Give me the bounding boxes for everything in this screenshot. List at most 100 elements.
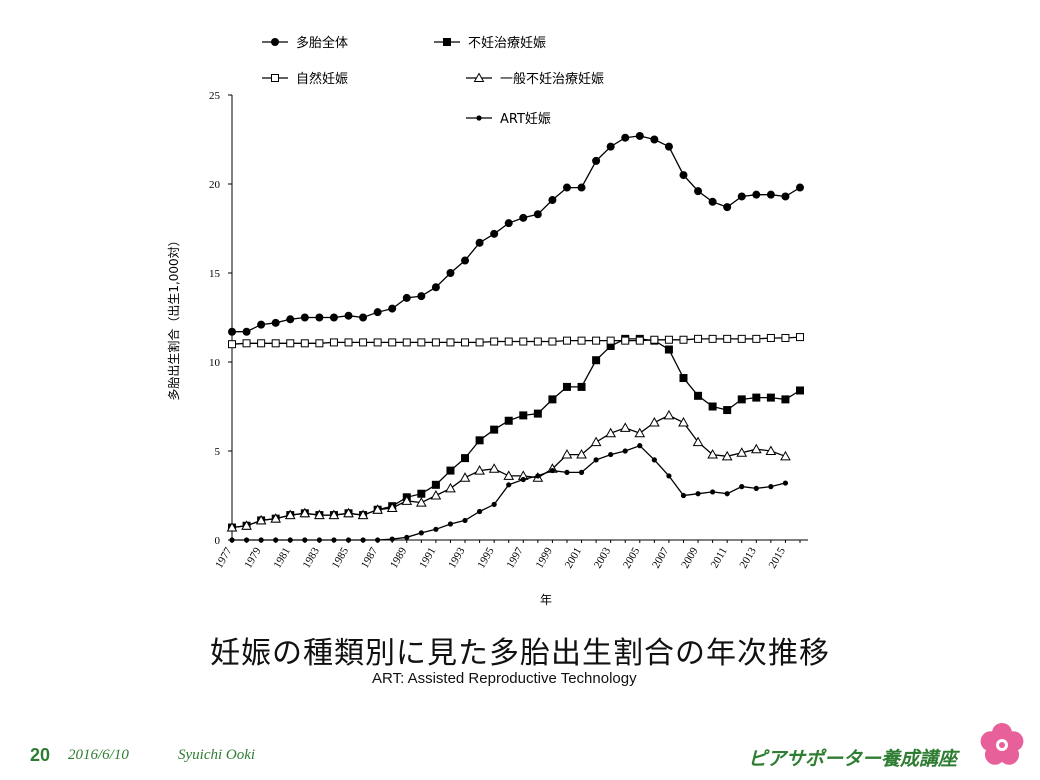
series-line: [232, 444, 786, 541]
data-point: [417, 489, 426, 498]
data-point: [752, 334, 761, 343]
data-point: [314, 509, 325, 520]
series-line: [232, 135, 801, 333]
legend-label: 一般不妊治療妊娠: [500, 71, 604, 87]
data-point: [402, 338, 411, 347]
data-point: [635, 131, 644, 140]
data-point: [695, 491, 701, 497]
data-point: [228, 340, 236, 349]
data-point: [372, 504, 383, 514]
data-point: [650, 135, 659, 144]
data-point: [737, 192, 746, 201]
data-point: [270, 513, 282, 523]
data-point: [651, 457, 657, 463]
data-point: [679, 171, 688, 180]
legend-label: ART妊娠: [500, 112, 551, 127]
data-point: [650, 335, 659, 344]
data-point: [750, 443, 762, 454]
data-point: [475, 436, 484, 445]
data-point: [752, 393, 761, 402]
data-point: [329, 313, 338, 322]
data-point: [386, 502, 398, 512]
data-point: [710, 489, 716, 495]
data-point: [302, 537, 308, 543]
x-tick-label: 2009: [679, 545, 701, 570]
x-tick-label: 1985: [330, 545, 352, 570]
x-tick-label: 2011: [709, 546, 730, 571]
data-point: [781, 192, 790, 201]
x-tick-label: 1993: [446, 545, 468, 570]
data-point: [578, 469, 585, 475]
data-point: [548, 395, 557, 404]
data-point: [608, 451, 614, 458]
data-point: [694, 334, 703, 343]
series-line: [231, 336, 801, 345]
data-point: [315, 339, 324, 348]
data-point: [766, 393, 775, 402]
x-axis-label: 年: [540, 593, 552, 607]
y-tick-label: 20: [209, 179, 221, 191]
data-point: [737, 334, 746, 343]
x-tick-label: 1989: [388, 545, 410, 570]
data-point: [329, 338, 338, 347]
data-point: [680, 492, 687, 499]
data-point: [328, 509, 340, 520]
data-point: [519, 411, 528, 420]
data-point: [780, 450, 791, 461]
data-point: [637, 443, 643, 449]
data-point: [404, 534, 410, 540]
data-point: [490, 425, 499, 434]
data-point: [721, 450, 733, 461]
data-point: [242, 339, 251, 348]
data-point: [679, 374, 688, 383]
data-point: [766, 190, 775, 199]
data-point: [768, 484, 774, 490]
footer-title: ピアサポーター養成講座: [748, 748, 958, 770]
data-point: [707, 449, 718, 459]
data-point: [271, 339, 280, 348]
data-point: [590, 436, 602, 447]
series-1: [228, 131, 804, 336]
data-point: [634, 427, 646, 438]
data-point: [475, 238, 484, 247]
data-point: [622, 448, 628, 454]
data-point: [315, 313, 324, 322]
data-point: [519, 213, 528, 222]
data-point: [475, 338, 484, 347]
y-axis-label: 多胎出生割合（出生1,000対）: [166, 234, 181, 400]
series-2: [228, 334, 804, 532]
data-point: [343, 507, 354, 518]
data-point: [753, 485, 759, 491]
x-tick-label: 1977: [213, 545, 235, 570]
data-point: [241, 520, 252, 530]
x-tick-label: 2007: [650, 545, 672, 570]
x-tick-label: 1999: [534, 545, 556, 570]
data-point: [781, 395, 790, 404]
data-point: [548, 337, 557, 346]
data-point: [476, 508, 483, 515]
data-point: [331, 537, 337, 543]
data-point: [663, 409, 675, 420]
data-point: [300, 339, 309, 348]
data-point: [664, 142, 673, 151]
data-point: [533, 337, 542, 346]
x-tick-label: 1987: [359, 545, 381, 570]
data-point: [606, 341, 615, 350]
data-point: [782, 480, 789, 486]
legend-label: 不妊治療妊娠: [468, 36, 546, 51]
x-tick-label: 2001: [563, 546, 584, 571]
legend-entry: 一般不妊治療妊娠: [466, 71, 604, 87]
data-point: [520, 476, 526, 483]
y-tick-label: 25: [209, 90, 221, 102]
data-point: [445, 482, 456, 493]
data-point: [344, 311, 353, 320]
main-caption: 妊娠の種類別に見た多胎出生割合の年次推移: [210, 636, 830, 671]
data-point: [461, 338, 470, 347]
data-point: [430, 489, 442, 500]
data-point: [649, 417, 660, 427]
data-point: [739, 484, 745, 490]
data-point: [561, 449, 573, 459]
data-point: [666, 473, 672, 479]
